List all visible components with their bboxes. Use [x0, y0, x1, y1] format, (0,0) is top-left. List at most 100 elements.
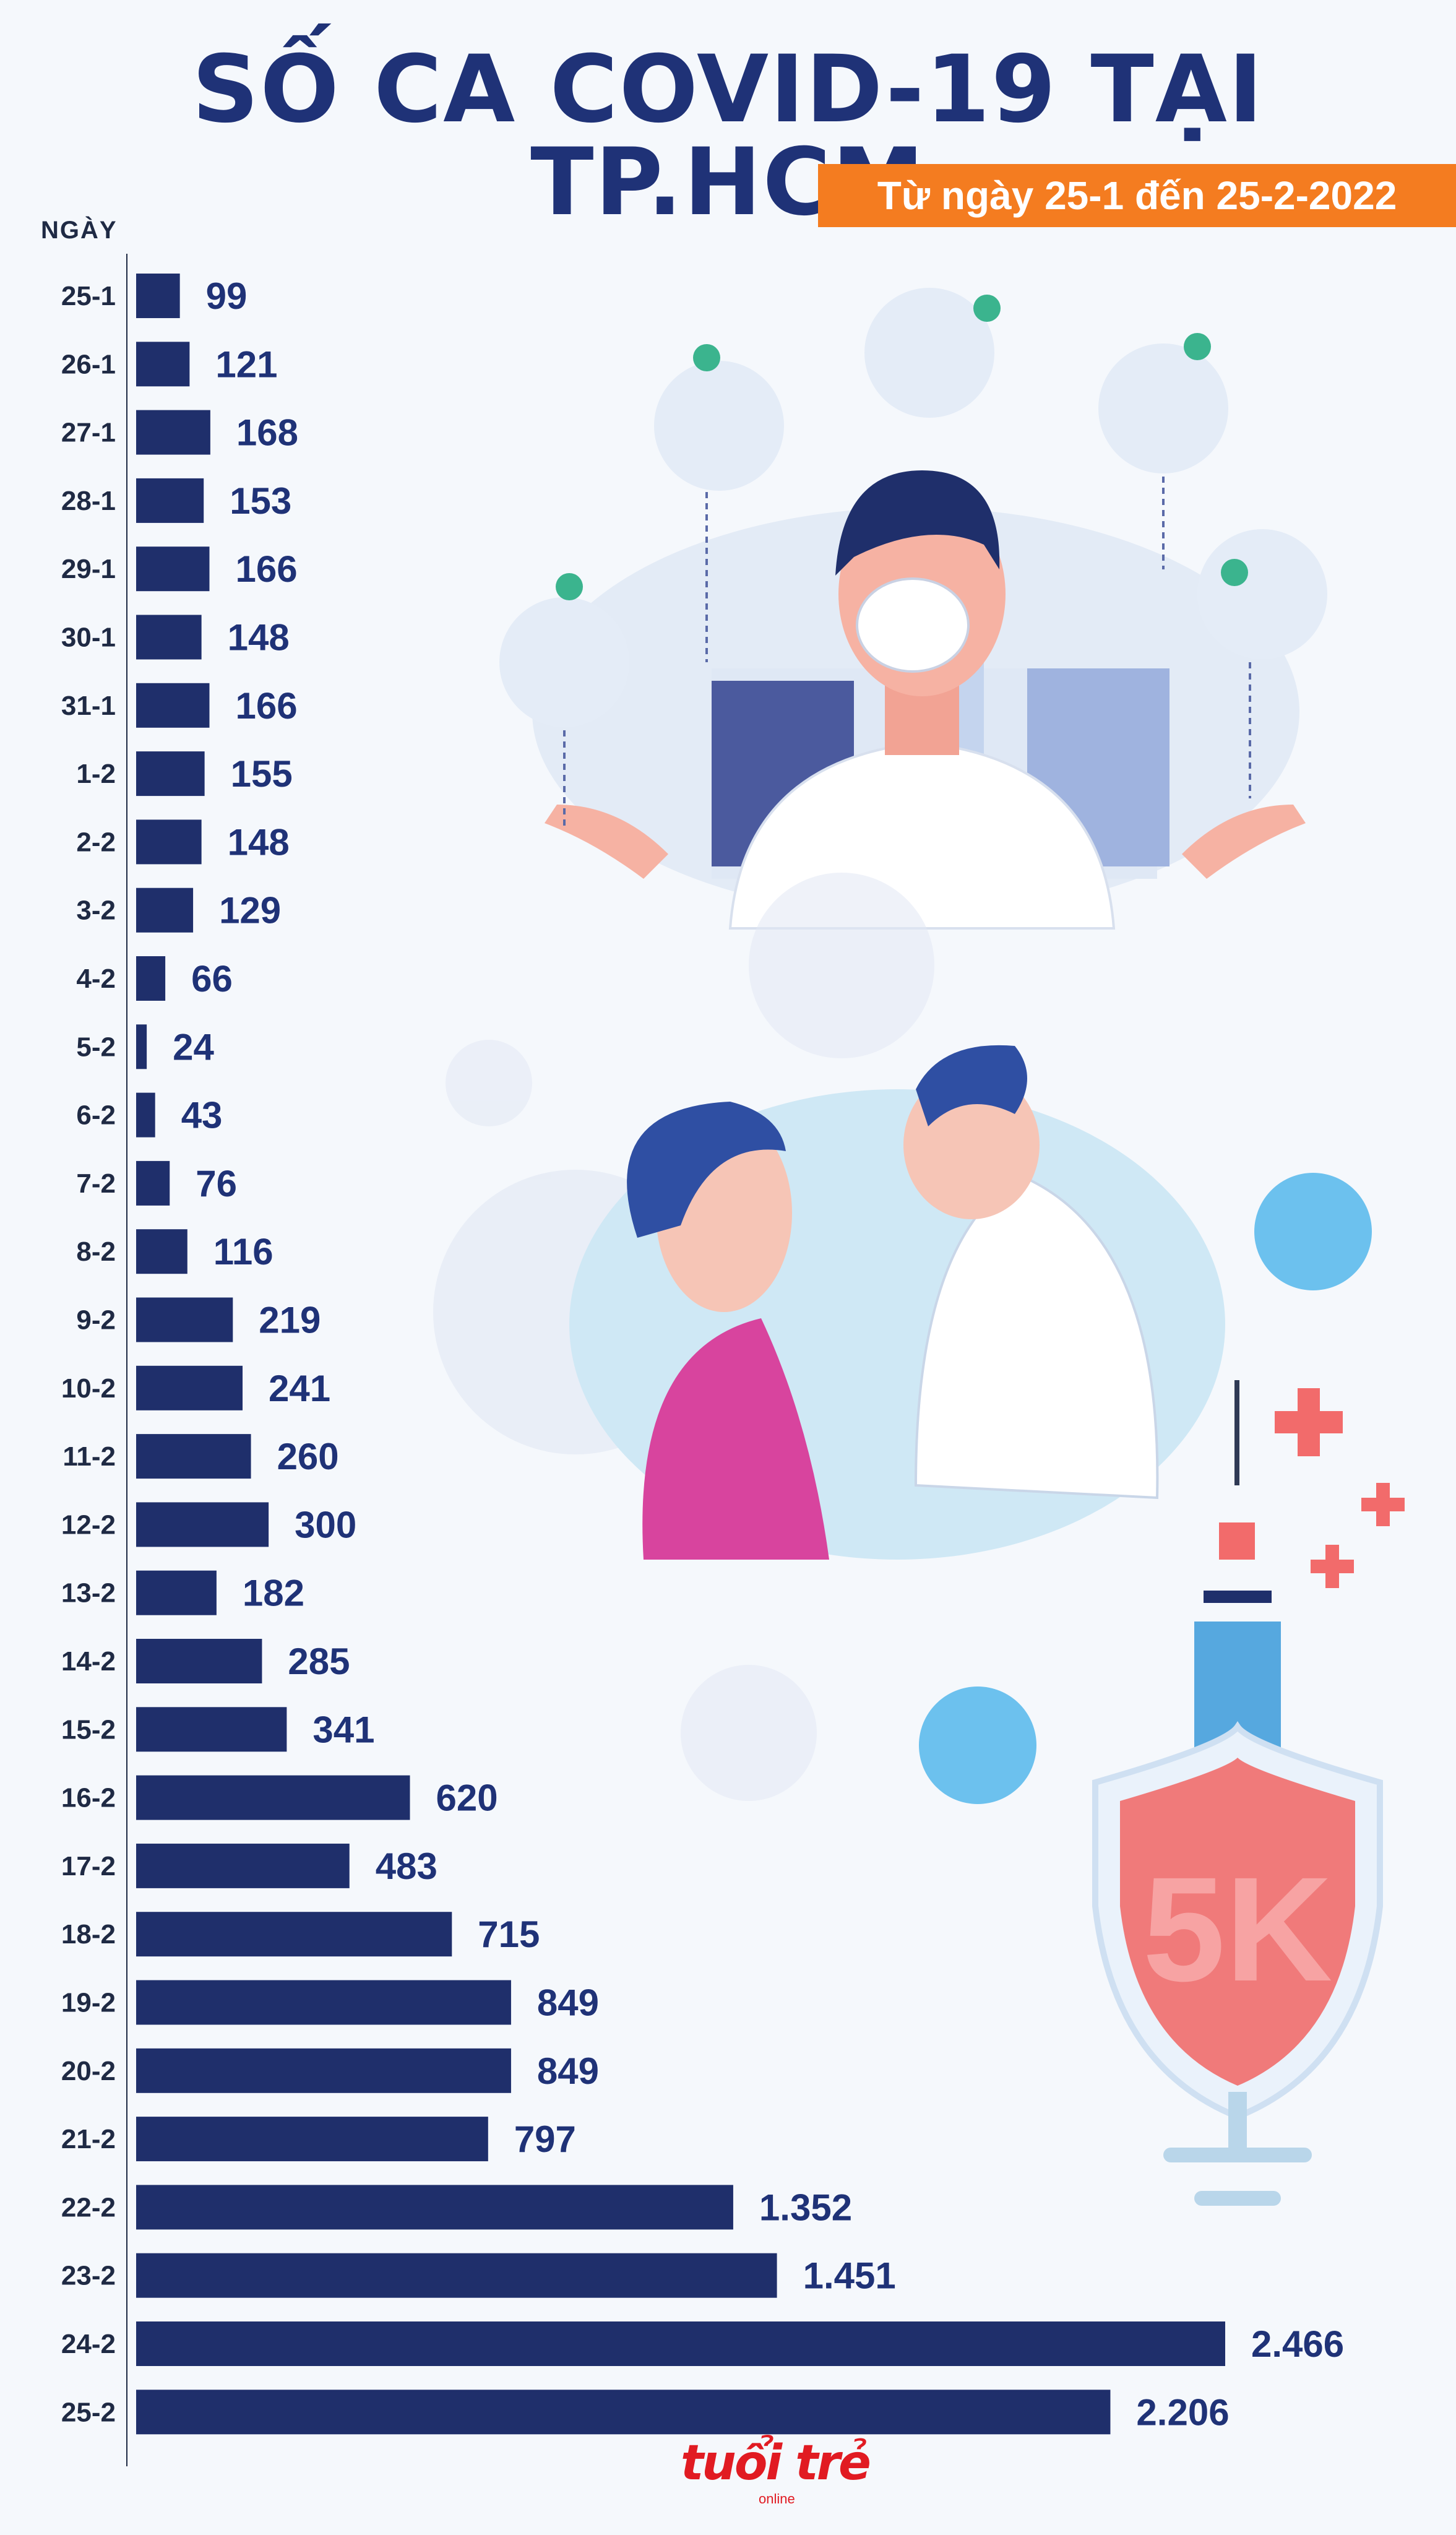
tuoi-tre-logo-sub: online — [759, 2491, 795, 2507]
bar — [136, 615, 202, 660]
category-tick-label: 29-1 — [61, 554, 116, 584]
category-tick-label: 16-2 — [61, 1783, 116, 1813]
bar-value-label: 620 — [436, 1777, 498, 1819]
bar-value-label: 849 — [537, 1982, 599, 2024]
bar — [136, 1639, 262, 1683]
bar-value-label: 153 — [230, 480, 291, 522]
bar-value-label: 260 — [277, 1436, 339, 1477]
bar — [136, 1502, 269, 1547]
category-tick-label: 22-2 — [61, 2192, 116, 2222]
category-tick-label: 2-2 — [76, 827, 116, 857]
category-tick-label: 10-2 — [61, 1373, 116, 1404]
bar-value-label: 166 — [235, 685, 297, 727]
category-tick-label: 23-2 — [61, 2261, 116, 2291]
bar — [136, 1980, 511, 2025]
bar — [136, 2321, 1225, 2366]
bar — [136, 1912, 452, 1957]
bar — [136, 1775, 410, 1820]
bar — [136, 819, 202, 865]
bar-value-label: 121 — [215, 343, 277, 385]
category-tick-label: 21-2 — [61, 2124, 116, 2154]
bar-value-label: 182 — [243, 1573, 304, 1614]
category-tick-label: 8-2 — [76, 1237, 116, 1267]
category-tick-label: 12-2 — [61, 1509, 116, 1540]
category-tick-label: 27-1 — [61, 418, 116, 448]
bar — [136, 1707, 287, 1752]
syringe-shield-illustration: 5K — [1092, 1380, 1405, 2206]
y-axis-label: NGÀY — [41, 217, 118, 244]
bar-value-label: 168 — [236, 412, 298, 454]
bar-value-label: 1.451 — [803, 2255, 896, 2297]
category-tick-label: 28-1 — [61, 486, 116, 516]
category-tick-label: 5-2 — [76, 1032, 116, 1062]
bar-value-label: 129 — [219, 890, 281, 931]
bar — [136, 342, 190, 387]
bar — [136, 956, 166, 1001]
bar-value-label: 1.352 — [759, 2187, 852, 2228]
bar-value-label: 219 — [259, 1300, 321, 1341]
category-tick-label: 25-1 — [61, 281, 116, 311]
bar — [136, 2185, 733, 2230]
category-tick-label: 31-1 — [61, 691, 116, 721]
category-tick-label: 26-1 — [61, 349, 116, 379]
bar — [136, 751, 205, 797]
bar-value-label: 849 — [537, 2050, 599, 2092]
bar-value-label: 76 — [196, 1163, 237, 1204]
category-tick-label: 3-2 — [76, 896, 116, 926]
blue-virus-icon — [919, 1173, 1372, 1804]
category-tick-label: 19-2 — [61, 1988, 116, 2018]
category-tick-label: 13-2 — [61, 1578, 116, 1609]
bar-value-label: 341 — [312, 1709, 374, 1750]
bar — [136, 274, 180, 318]
bar-value-label: 155 — [231, 753, 293, 795]
bar — [136, 887, 194, 933]
bar-value-label: 24 — [173, 1026, 214, 1068]
icon-circles — [499, 288, 1327, 829]
bar — [136, 1434, 251, 1479]
svg-text:5K: 5K — [1143, 1846, 1333, 2012]
bar — [136, 1092, 155, 1138]
bar — [136, 2253, 777, 2298]
bar-value-label: 300 — [295, 1504, 356, 1545]
bar-value-label: 797 — [514, 2118, 576, 2160]
bar-value-label: 285 — [288, 1641, 350, 1682]
category-tick-label: 15-2 — [61, 1714, 116, 1745]
bar — [136, 1160, 170, 1206]
bar-value-label: 148 — [228, 617, 290, 659]
bar — [136, 2048, 511, 2093]
bar — [136, 1365, 243, 1410]
bar — [136, 1229, 187, 1274]
bar-value-label: 2.466 — [1251, 2323, 1344, 2365]
bar — [136, 478, 204, 523]
category-tick-label: 7-2 — [76, 1168, 116, 1199]
bar — [136, 410, 210, 455]
bar-value-label: 148 — [228, 821, 290, 863]
category-tick-label: 17-2 — [61, 1851, 116, 1881]
category-tick-label: 18-2 — [61, 1919, 116, 1950]
bar — [136, 1843, 350, 1888]
category-tick-label: 9-2 — [76, 1305, 116, 1336]
swab-test-illustration — [569, 1045, 1225, 1560]
bar — [136, 546, 210, 592]
bar-value-label: 166 — [235, 548, 297, 590]
bar-value-label: 483 — [376, 1846, 437, 1887]
category-tick-label: 6-2 — [76, 1100, 116, 1131]
bar-value-label: 43 — [181, 1095, 223, 1136]
category-tick-label: 14-2 — [61, 1646, 116, 1677]
category-tick-label: 20-2 — [61, 2056, 116, 2086]
bar-value-label: 99 — [206, 275, 248, 317]
category-tick-label: 4-2 — [76, 964, 116, 994]
category-tick-label: 24-2 — [61, 2329, 116, 2359]
category-tick-label: 25-2 — [61, 2397, 116, 2427]
bar-value-label: 116 — [213, 1231, 274, 1272]
bar-value-label: 66 — [191, 958, 233, 1000]
bar — [136, 1570, 217, 1615]
bar — [136, 2117, 488, 2162]
category-tick-label: 1-2 — [76, 759, 116, 789]
date-range-badge: Từ ngày 25-1 đến 25-2-2022 — [818, 164, 1456, 227]
category-tick-label: 11-2 — [62, 1441, 116, 1472]
bar-value-label: 715 — [478, 1914, 540, 1955]
tuoi-tre-logo: tuổi trẻ — [681, 2435, 871, 2491]
